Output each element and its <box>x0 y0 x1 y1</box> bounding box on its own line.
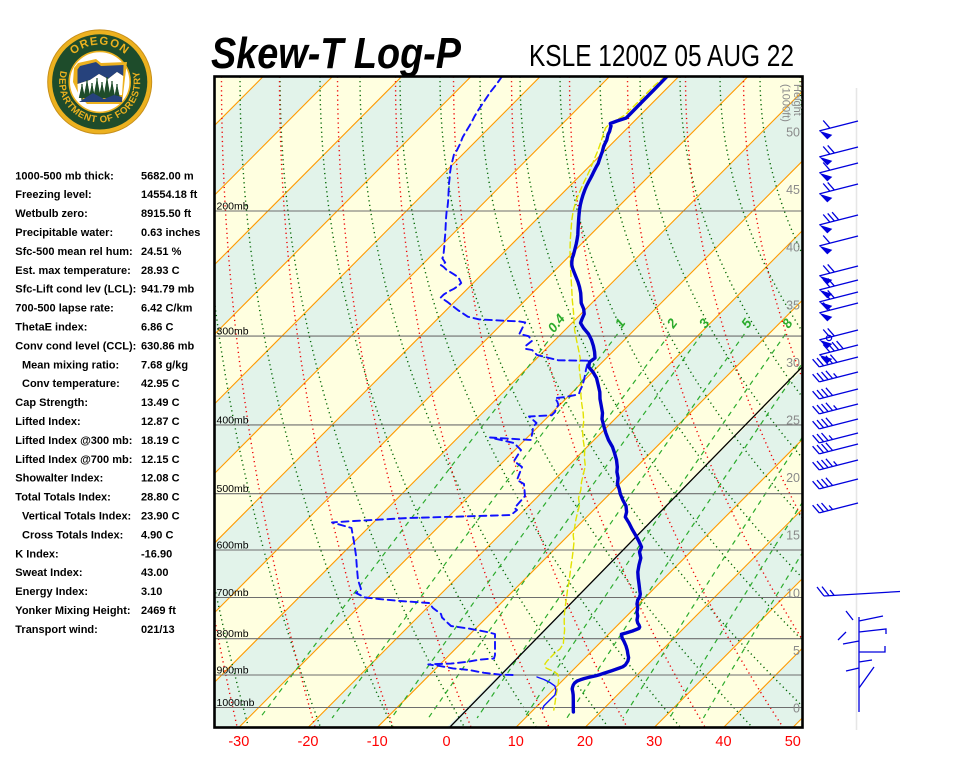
svg-text:Vertical Totals Index:: Vertical Totals Index: <box>22 511 131 523</box>
svg-text:20: 20 <box>786 471 800 485</box>
svg-text:8915.50 ft: 8915.50 ft <box>141 208 191 220</box>
svg-text:10: 10 <box>786 586 800 600</box>
svg-text:25: 25 <box>786 414 800 428</box>
svg-text:-30: -30 <box>228 734 249 750</box>
svg-text:-10: -10 <box>367 734 388 750</box>
svg-text:28.80 C: 28.80 C <box>141 492 180 504</box>
svg-text:28.93 C: 28.93 C <box>141 265 180 277</box>
svg-text:KSLE 1200Z 05 AUG 22: KSLE 1200Z 05 AUG 22 <box>529 38 794 73</box>
svg-text:Energy Index:: Energy Index: <box>15 586 88 598</box>
svg-text:K Index:: K Index: <box>15 548 58 560</box>
svg-text:Showalter Index:: Showalter Index: <box>15 473 103 485</box>
svg-text:7.68 g/kg: 7.68 g/kg <box>141 359 188 371</box>
svg-text:Lifted Index:: Lifted Index: <box>15 416 80 428</box>
svg-text:4.90 C: 4.90 C <box>141 529 173 541</box>
svg-text:30: 30 <box>786 356 800 370</box>
svg-text:45: 45 <box>786 183 800 197</box>
svg-text:2469 ft: 2469 ft <box>141 605 176 617</box>
svg-text:400mb: 400mb <box>217 414 249 426</box>
svg-text:600mb: 600mb <box>217 540 249 552</box>
svg-text:Cross Totals Index:: Cross Totals Index: <box>22 529 123 541</box>
svg-text:630.86 mb: 630.86 mb <box>141 340 194 352</box>
svg-text:5682.00 m: 5682.00 m <box>141 170 194 182</box>
svg-text:1000-500 mb thick:: 1000-500 mb thick: <box>15 170 113 182</box>
svg-text:30: 30 <box>646 734 662 750</box>
svg-text:1000mb: 1000mb <box>217 697 255 709</box>
svg-text:Wetbulb zero:: Wetbulb zero: <box>15 208 88 220</box>
svg-text:40: 40 <box>786 241 800 255</box>
svg-text:900mb: 900mb <box>217 665 249 677</box>
svg-text:Sfc-Lift cond lev (LCL):: Sfc-Lift cond lev (LCL): <box>15 284 136 296</box>
svg-text:18.19 C: 18.19 C <box>141 435 180 447</box>
svg-text:3.10: 3.10 <box>141 586 162 598</box>
svg-text:(1000ft): (1000ft) <box>780 84 792 122</box>
svg-text:ThetaE index:: ThetaE index: <box>15 322 87 334</box>
svg-text:Conv temperature:: Conv temperature: <box>22 378 120 390</box>
svg-text:12.15 C: 12.15 C <box>141 454 180 466</box>
svg-text:021/13: 021/13 <box>141 624 175 636</box>
svg-text:0: 0 <box>442 734 450 750</box>
svg-text:13.49 C: 13.49 C <box>141 397 180 409</box>
svg-text:6.42 C/km: 6.42 C/km <box>141 303 193 315</box>
svg-text:Freezing level:: Freezing level: <box>15 189 91 201</box>
svg-text:0.63 inches: 0.63 inches <box>141 227 200 239</box>
svg-text:6.86 C: 6.86 C <box>141 322 173 334</box>
svg-text:700-500 lapse rate:: 700-500 lapse rate: <box>15 303 113 315</box>
svg-text:Height: Height <box>791 84 803 116</box>
svg-text:43.00: 43.00 <box>141 567 169 579</box>
svg-text:Precipitable water:: Precipitable water: <box>15 227 113 239</box>
svg-text:800mb: 800mb <box>217 628 249 640</box>
svg-text:941.79 mb: 941.79 mb <box>141 284 194 296</box>
svg-text:Total Totals Index:: Total Totals Index: <box>15 492 111 504</box>
svg-text:Skew-T Log-P: Skew-T Log-P <box>211 29 462 78</box>
svg-text:15: 15 <box>786 529 800 543</box>
svg-text:35: 35 <box>786 298 800 312</box>
svg-text:-20: -20 <box>298 734 319 750</box>
svg-text:200mb: 200mb <box>217 201 249 213</box>
svg-text:Lifted Index @700 mb:: Lifted Index @700 mb: <box>15 454 132 466</box>
svg-text:50: 50 <box>785 734 801 750</box>
svg-text:23.90 C: 23.90 C <box>141 511 180 523</box>
svg-text:20: 20 <box>577 734 593 750</box>
svg-text:Transport wind:: Transport wind: <box>15 624 98 636</box>
svg-text:50: 50 <box>786 126 800 140</box>
svg-text:42.95 C: 42.95 C <box>141 378 180 390</box>
svg-text:Sfc-500 mean rel hum:: Sfc-500 mean rel hum: <box>15 246 132 258</box>
svg-text:12.87 C: 12.87 C <box>141 416 180 428</box>
svg-text:24.51 %: 24.51 % <box>141 246 182 258</box>
svg-text:40: 40 <box>715 734 731 750</box>
svg-text:Mean mixing ratio:: Mean mixing ratio: <box>22 359 119 371</box>
svg-text:14554.18 ft: 14554.18 ft <box>141 189 198 201</box>
svg-text:0: 0 <box>793 702 800 716</box>
svg-text:Sweat Index:: Sweat Index: <box>15 567 82 579</box>
svg-text:500mb: 500mb <box>217 483 249 495</box>
svg-text:12.08 C: 12.08 C <box>141 473 180 485</box>
svg-text:Cap Strength:: Cap Strength: <box>15 397 88 409</box>
svg-text:-16.90: -16.90 <box>141 548 172 560</box>
svg-text:300mb: 300mb <box>217 326 249 338</box>
svg-text:Yonker Mixing Height:: Yonker Mixing Height: <box>15 605 130 617</box>
svg-text:Lifted Index @300 mb:: Lifted Index @300 mb: <box>15 435 132 447</box>
svg-text:700mb: 700mb <box>217 587 249 599</box>
svg-text:Conv cond level (CCL):: Conv cond level (CCL): <box>15 340 136 352</box>
svg-text:Est. max temperature:: Est. max temperature: <box>15 265 131 277</box>
svg-text:10: 10 <box>508 734 524 750</box>
svg-text:5: 5 <box>793 644 800 658</box>
